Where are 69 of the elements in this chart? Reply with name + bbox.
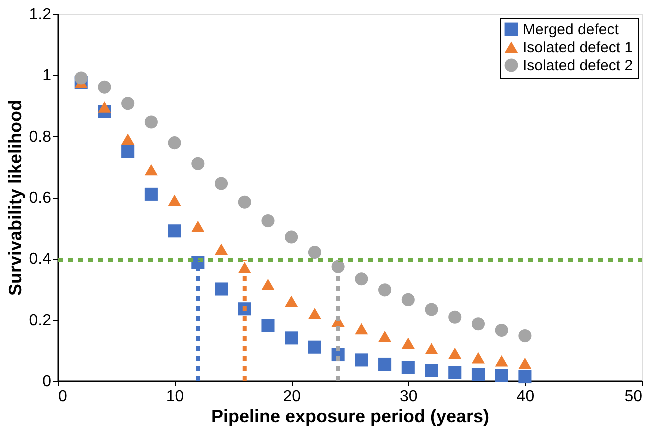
point xyxy=(98,102,112,113)
point xyxy=(425,364,438,378)
point xyxy=(425,343,438,355)
point xyxy=(518,330,532,343)
x-tick-label: 20 xyxy=(283,388,302,406)
x-axis-title: Pipeline exposure period (years) xyxy=(211,406,490,426)
point xyxy=(402,293,415,306)
point xyxy=(285,332,298,345)
x-tick-label: 40 xyxy=(516,388,535,406)
point xyxy=(215,177,228,190)
legend-label: Isolated defect 2 xyxy=(523,58,634,74)
point xyxy=(144,164,158,176)
x-tick-label: 0 xyxy=(58,388,68,406)
point xyxy=(262,214,275,228)
point xyxy=(472,368,485,382)
point xyxy=(355,323,368,335)
point xyxy=(262,279,275,290)
point xyxy=(402,361,415,374)
point xyxy=(215,282,228,296)
legend-label: Isolated defect 1 xyxy=(523,40,634,56)
point xyxy=(262,319,275,332)
point xyxy=(308,246,322,260)
point xyxy=(448,310,462,324)
y-axis-title: Survivability likelihood xyxy=(5,100,26,296)
x-tick-label: 10 xyxy=(166,388,184,406)
y-tick-label: 1 xyxy=(42,68,52,85)
x-tick-label: 50 xyxy=(624,388,643,406)
point xyxy=(355,272,368,286)
x-tick-label: 30 xyxy=(400,388,418,406)
point xyxy=(285,296,298,308)
y-tick-label: 0.2 xyxy=(29,312,52,330)
point xyxy=(168,224,182,238)
point xyxy=(472,352,485,364)
point xyxy=(168,136,182,150)
point xyxy=(355,354,368,367)
point xyxy=(122,97,135,110)
point xyxy=(402,338,415,350)
point xyxy=(472,318,485,331)
y-tick-label: 0.8 xyxy=(29,128,52,146)
point xyxy=(495,355,508,367)
point xyxy=(144,116,158,129)
point xyxy=(518,370,532,384)
point xyxy=(378,358,392,372)
point xyxy=(425,303,438,316)
legend-label: Merged defect xyxy=(523,22,620,38)
point xyxy=(215,244,228,256)
point xyxy=(518,358,532,370)
point xyxy=(308,308,322,320)
point xyxy=(495,369,508,382)
y-tick-label: 0.6 xyxy=(29,190,52,207)
point xyxy=(378,284,392,297)
point xyxy=(308,340,322,354)
point xyxy=(495,324,508,338)
point xyxy=(122,134,135,146)
point xyxy=(74,72,88,85)
point xyxy=(192,157,205,170)
point xyxy=(448,348,462,360)
y-tick-label: 0.4 xyxy=(29,251,52,268)
point xyxy=(168,194,182,206)
point xyxy=(378,331,392,342)
point xyxy=(238,196,252,209)
point xyxy=(192,220,205,232)
point xyxy=(122,145,135,158)
point xyxy=(285,230,298,244)
y-tick-label: 0 xyxy=(42,374,52,390)
point xyxy=(448,366,462,380)
point xyxy=(98,80,112,94)
y-tick-label: 1.2 xyxy=(29,6,52,24)
point xyxy=(144,188,158,201)
